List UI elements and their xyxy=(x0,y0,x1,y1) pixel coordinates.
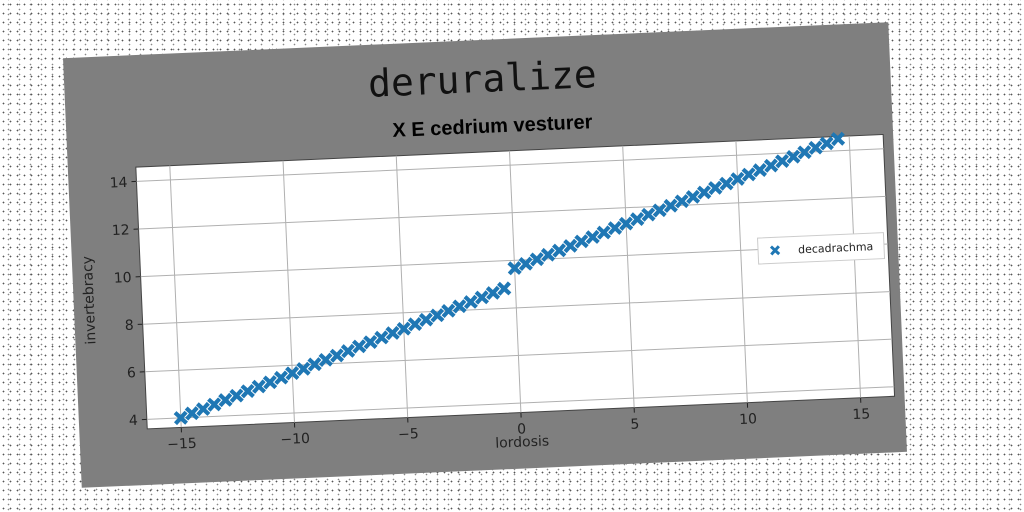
data-point xyxy=(775,153,790,169)
data-point xyxy=(240,384,255,399)
x-tick-label: −5 xyxy=(398,426,419,443)
data-point xyxy=(251,379,266,394)
y-gridline xyxy=(144,338,893,373)
legend-marker-icon xyxy=(769,245,781,256)
data-point xyxy=(285,366,300,381)
y-axis-ticks: 4 6 8 10 12 14 xyxy=(109,175,147,429)
data-point xyxy=(173,410,188,426)
y-gridline xyxy=(146,386,895,420)
data-point xyxy=(396,321,412,336)
data-point xyxy=(307,357,322,372)
x-tick-label: −10 xyxy=(280,431,310,448)
data-point xyxy=(218,392,233,408)
legend-marker-decadrachma xyxy=(769,245,781,256)
x-axis-label: lordosis xyxy=(495,433,550,451)
data-point xyxy=(207,397,222,412)
y-gridline xyxy=(142,291,891,325)
y-tick-label: 4 xyxy=(129,413,139,429)
data-point xyxy=(418,312,434,327)
data-point xyxy=(607,220,623,236)
data-point xyxy=(752,162,768,178)
data-point xyxy=(184,406,200,421)
data-point xyxy=(430,308,445,323)
x-tick-label: 5 xyxy=(630,416,640,432)
y-tick-label: 8 xyxy=(124,318,134,334)
data-point xyxy=(652,203,667,218)
data-point xyxy=(385,325,400,341)
data-point xyxy=(585,229,600,245)
x-gridline xyxy=(282,160,295,423)
data-point xyxy=(730,171,745,187)
y-axis-label: invertebracy xyxy=(80,256,100,345)
x-tick-label: 0 xyxy=(517,421,527,437)
data-point xyxy=(474,290,490,305)
x-gridline xyxy=(508,150,522,413)
plot-area: −15 −10 −5 0 5 10 15 4 6 8 10 12 14 xyxy=(109,131,896,453)
data-point xyxy=(351,339,367,354)
series-decadrachma xyxy=(173,131,846,426)
data-point xyxy=(697,185,712,200)
data-point xyxy=(507,260,522,276)
data-point xyxy=(463,294,478,310)
data-point xyxy=(574,234,589,249)
grid xyxy=(136,135,895,428)
data-point xyxy=(273,370,289,385)
data-point xyxy=(685,189,701,205)
data-point xyxy=(485,285,501,301)
x-gridline xyxy=(169,165,182,428)
data-point xyxy=(552,243,567,258)
data-point xyxy=(708,180,723,196)
x-tick-label: 10 xyxy=(739,411,758,428)
x-axis-ticks: −15 −10 −5 0 5 10 15 xyxy=(167,397,871,453)
x-gridline xyxy=(848,135,862,398)
data-point xyxy=(819,136,834,151)
data-point xyxy=(808,140,823,155)
data-point xyxy=(195,401,211,417)
data-point xyxy=(518,256,533,271)
y-tick-label: 14 xyxy=(109,175,128,192)
data-point xyxy=(618,216,634,231)
data-point xyxy=(830,131,846,147)
x-gridline xyxy=(622,145,635,408)
legend-box xyxy=(757,232,886,265)
data-point xyxy=(262,375,278,390)
data-point xyxy=(630,211,645,227)
legend-label-decadrachma: decadrachma xyxy=(798,240,874,256)
data-point xyxy=(596,225,612,240)
data-point xyxy=(741,167,756,182)
x-gridline xyxy=(395,155,409,418)
y-tick-label: 12 xyxy=(111,222,130,239)
data-point xyxy=(340,343,356,359)
x-tick-label: −15 xyxy=(167,436,197,453)
x-tick-label: 15 xyxy=(852,406,871,423)
y-gridline xyxy=(138,195,886,230)
data-point xyxy=(318,352,333,368)
data-point xyxy=(763,158,779,173)
data-point xyxy=(229,388,244,403)
data-point xyxy=(719,176,734,191)
data-point xyxy=(540,247,556,262)
data-point xyxy=(529,252,545,267)
data-point xyxy=(374,330,389,345)
data-point xyxy=(407,317,423,332)
data-point xyxy=(441,303,456,319)
data-point xyxy=(641,207,656,222)
y-tick-label: 10 xyxy=(114,270,133,287)
legend: decadrachma xyxy=(757,232,886,265)
data-point xyxy=(663,198,678,213)
data-point xyxy=(363,335,378,350)
data-point xyxy=(797,145,812,160)
figure-suptitle: deruralize xyxy=(367,52,597,106)
data-point xyxy=(674,194,690,209)
y-tick-label: 6 xyxy=(127,365,137,381)
data-point xyxy=(786,149,801,164)
data-point xyxy=(452,299,467,314)
y-gridline xyxy=(136,148,884,182)
data-point xyxy=(329,348,345,363)
data-point xyxy=(296,361,311,377)
data-point xyxy=(497,281,512,296)
x-gridline xyxy=(735,140,748,403)
data-point xyxy=(563,238,578,254)
